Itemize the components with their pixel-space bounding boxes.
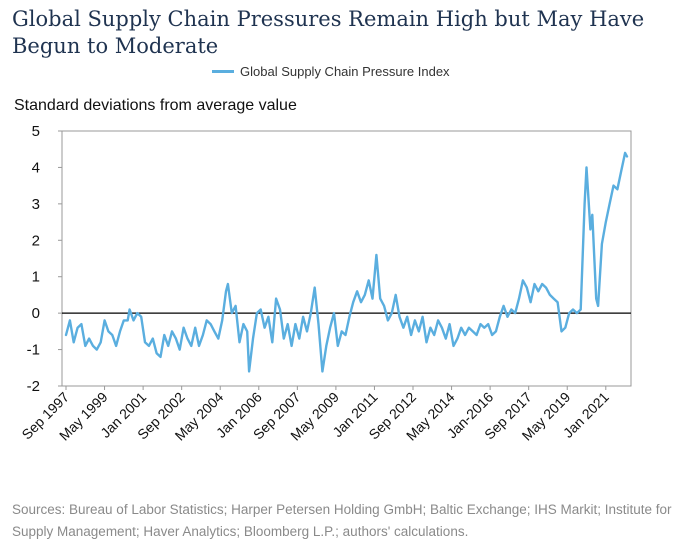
y-tick-label: 1	[32, 269, 40, 286]
legend-swatch	[212, 70, 234, 73]
y-tick-label: 4	[32, 159, 40, 176]
source-note: Sources: Bureau of Labor Statistics; Har…	[12, 502, 672, 539]
y-tick-label: -2	[27, 378, 40, 395]
chart-title: Global Supply Chain Pressures Remain Hig…	[12, 7, 645, 58]
y-axis-label: Standard deviations from average value	[14, 97, 297, 114]
y-tick-label: 2	[32, 232, 40, 249]
legend-label: Global Supply Chain Pressure Index	[240, 64, 450, 79]
y-tick-label: 5	[32, 123, 40, 140]
y-axis: -2 -1 0 1 2 3 4 5	[27, 123, 62, 395]
legend: Global Supply Chain Pressure Index	[212, 64, 450, 79]
y-tick-label: 0	[32, 305, 40, 322]
plot-frame	[61, 130, 632, 387]
series-line-gscpi	[64, 151, 629, 373]
y-tick-label: 3	[32, 196, 40, 213]
y-tick-label: -1	[27, 342, 40, 359]
